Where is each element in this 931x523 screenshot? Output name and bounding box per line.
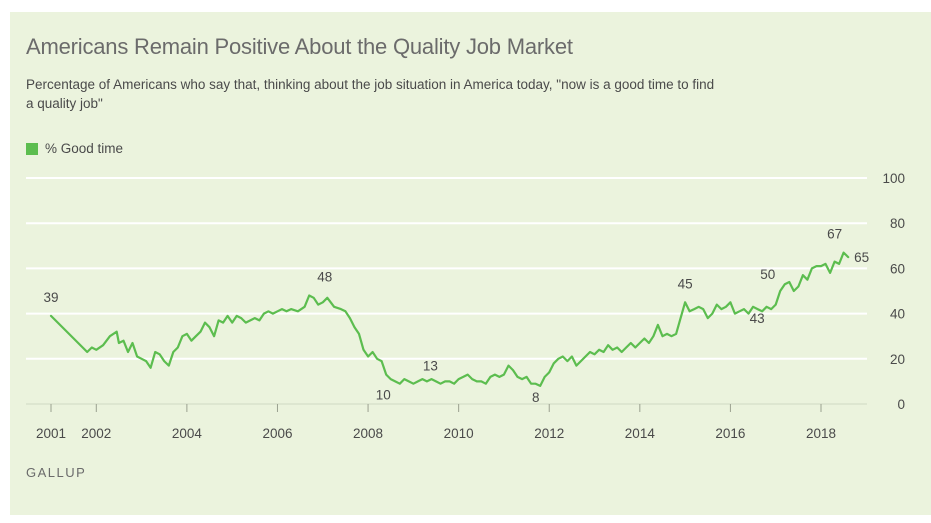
y-tick-label: 80 (890, 216, 905, 231)
data-label: 67 (827, 227, 842, 242)
legend-label: % Good time (45, 141, 124, 156)
y-tick-label: 40 (890, 307, 905, 322)
x-tick-label: 2008 (353, 426, 383, 441)
data-label: 13 (423, 359, 438, 374)
data-label: 65 (854, 250, 869, 265)
x-tick-label: 2014 (625, 426, 656, 441)
series-line (49, 251, 850, 387)
x-tick-label: 2016 (715, 426, 745, 441)
y-tick-label: 60 (890, 261, 905, 276)
x-tick-label: 2006 (262, 426, 292, 441)
x-tick-label: 2001 (36, 426, 66, 441)
chart-card: Americans Remain Positive About the Qual… (10, 12, 931, 515)
data-label: 50 (760, 267, 775, 282)
chart-subtitle: Percentage of Americans who say that, th… (26, 77, 715, 111)
data-label: 48 (317, 270, 332, 285)
chart-title: Americans Remain Positive About the Qual… (26, 34, 573, 59)
data-label: 43 (750, 311, 765, 326)
y-tick-label: 0 (897, 397, 905, 412)
legend-swatch (26, 142, 38, 155)
source-label: GALLUP (26, 465, 87, 480)
x-tick-label: 2018 (806, 426, 836, 441)
y-tick-label: 100 (882, 171, 905, 186)
legend: % Good time (26, 141, 123, 156)
line-chart: 0 20 40 60 80 100 2001 2002 2004 2006 2008 2010 2012… (26, 171, 905, 441)
x-tick-label: 2002 (81, 426, 111, 441)
data-label: 8 (532, 390, 540, 405)
data-label: 45 (678, 276, 693, 291)
data-label: 10 (376, 387, 391, 402)
x-tick-label: 2004 (172, 426, 203, 441)
data-label: 39 (43, 290, 58, 305)
y-tick-label: 20 (890, 352, 905, 367)
x-tick-label: 2010 (444, 426, 474, 441)
x-tick-label: 2012 (534, 426, 564, 441)
